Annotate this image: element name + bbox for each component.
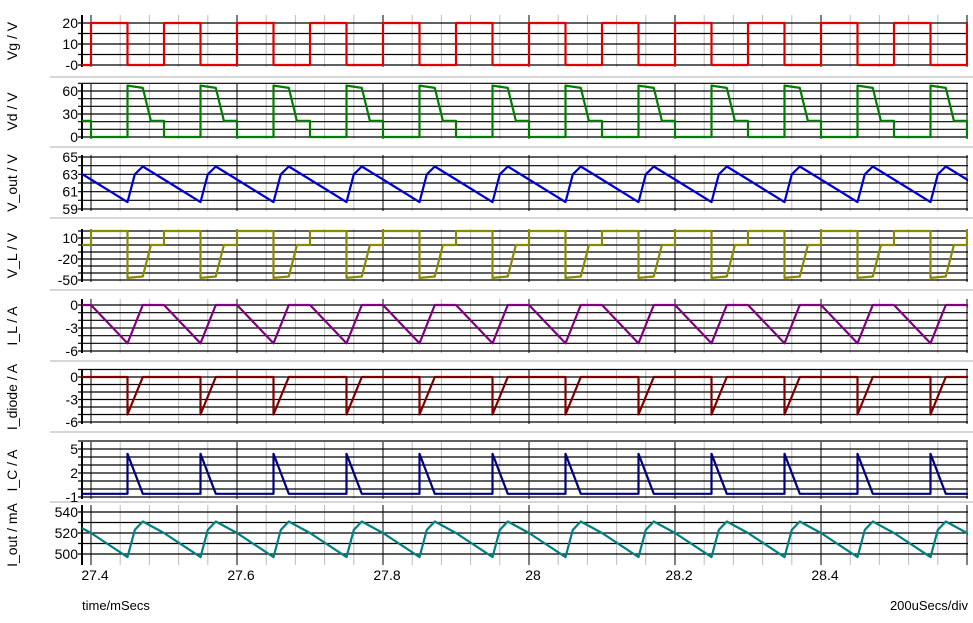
y-tick-label: 10 bbox=[62, 230, 78, 246]
y-tick-label: 500 bbox=[55, 546, 79, 562]
y-tick-label: 61 bbox=[62, 184, 78, 200]
y-tick-label: 5 bbox=[70, 441, 78, 457]
y-tick-label: 30 bbox=[62, 106, 78, 122]
y-tick-label: -3 bbox=[66, 392, 79, 408]
y-tick-label: 2 bbox=[70, 465, 78, 481]
x-tick-label: 27.8 bbox=[373, 567, 400, 583]
x-tick-label: 28 bbox=[525, 567, 541, 583]
y-axis-title: Vd / V bbox=[4, 92, 20, 131]
y-tick-label: -0 bbox=[66, 57, 79, 73]
y-tick-label: -20 bbox=[58, 251, 78, 267]
y-tick-label: 10 bbox=[62, 36, 78, 52]
series-line-3 bbox=[82, 229, 968, 279]
y-tick-label: 65 bbox=[62, 149, 78, 165]
panel-0: -0 10 20 Vg / V bbox=[4, 15, 968, 73]
series-line-4 bbox=[82, 303, 968, 345]
panel-5: -6 -3 0 I_diode / A bbox=[4, 363, 968, 430]
series-line-7 bbox=[82, 520, 968, 559]
x-axis-label: time/mSecs bbox=[82, 598, 150, 613]
y-tick-label: -3 bbox=[66, 320, 79, 336]
series-line-1 bbox=[82, 84, 968, 139]
x-tick-label: 28.2 bbox=[665, 567, 692, 583]
y-tick-label: 0 bbox=[70, 297, 78, 313]
x-tick-label: 28.4 bbox=[811, 567, 838, 583]
y-tick-label: 520 bbox=[55, 525, 79, 541]
y-tick-label: 60 bbox=[62, 83, 78, 99]
panel-3: -50 -20 10 V_L / V bbox=[4, 229, 968, 288]
y-tick-label: 0 bbox=[70, 369, 78, 385]
y-axis-title: I_out / mA bbox=[4, 502, 20, 566]
x-tick-label: 27.6 bbox=[227, 567, 254, 583]
y-tick-label: 540 bbox=[55, 504, 79, 520]
series-line-0 bbox=[82, 21, 968, 67]
y-tick-label: 63 bbox=[62, 166, 78, 182]
panel-4: -6 -3 0 I_L / A bbox=[4, 297, 968, 359]
y-axis-title: I_L / A bbox=[4, 306, 20, 346]
y-axis-title: V_L / V bbox=[4, 232, 20, 278]
panel-7: 500 520 540 I_out / mA bbox=[4, 502, 968, 567]
x-scale-label: 200uSecs/div bbox=[890, 598, 969, 613]
x-axis: 27.4 27.6 27.8 28 28.2 28.4 bbox=[81, 567, 838, 583]
y-axis-title: Vg / V bbox=[4, 21, 20, 60]
y-tick-label: -6 bbox=[66, 414, 79, 430]
y-tick-label: -6 bbox=[66, 343, 79, 359]
y-tick-label: -50 bbox=[58, 272, 78, 288]
y-axis-title: I_diode / A bbox=[4, 363, 20, 430]
y-tick-label: 59 bbox=[62, 201, 78, 217]
y-tick-label: 20 bbox=[62, 15, 78, 31]
x-tick-label: 27.4 bbox=[81, 567, 108, 583]
y-axis-title: V_out / V bbox=[4, 154, 20, 212]
y-tick-label: 0 bbox=[70, 129, 78, 145]
panel-1: 0 30 60 Vd / V bbox=[4, 82, 968, 145]
y-axis-title: I_C / A bbox=[4, 449, 20, 492]
series-line-6 bbox=[82, 452, 968, 495]
series-line-5 bbox=[82, 375, 968, 416]
series-line-2 bbox=[82, 165, 968, 204]
panel-6: -1 2 5 I_C / A bbox=[4, 440, 968, 505]
y-tick-label: -1 bbox=[66, 489, 79, 505]
